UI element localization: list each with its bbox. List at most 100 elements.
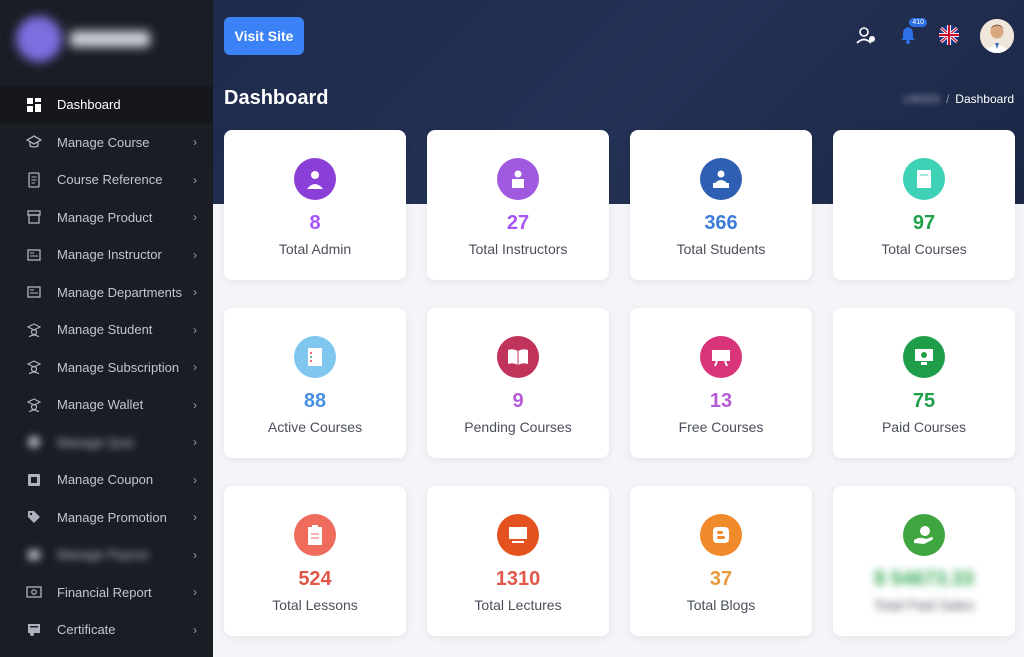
sidebar-item-manage-instructor[interactable]: Manage Instructor › <box>0 236 213 274</box>
sidebar-item-manage-course[interactable]: Manage Course › <box>0 124 213 162</box>
sidebar-item-label: Manage Payout <box>57 547 149 563</box>
wallet-icon <box>26 547 42 563</box>
sidebar-item-manage-payout[interactable]: Manage Payout › <box>0 536 213 574</box>
stat-card-total-admin[interactable]: 8 Total Admin <box>224 130 406 280</box>
stat-label: Total Courses <box>881 241 967 257</box>
stat-card-total-lectures[interactable]: 1310 Total Lectures <box>427 486 609 636</box>
chevron-right-icon: › <box>193 172 197 187</box>
uk-flag-icon[interactable] <box>936 22 962 48</box>
sidebar-item-dashboard[interactable]: Dashboard <box>0 86 213 124</box>
stat-value: 1310 <box>495 568 541 590</box>
stat-card-total-blogs[interactable]: 37 Total Blogs <box>630 486 812 636</box>
stat-label: Total Students <box>676 241 766 257</box>
stat-label: Total Lessons <box>272 597 358 613</box>
student-icon <box>26 397 42 413</box>
student-desk-icon <box>700 158 742 200</box>
sidebar-item-manage-promotion[interactable]: Manage Promotion › <box>0 499 213 537</box>
stat-card-total-instructors[interactable]: 27 Total Instructors <box>427 130 609 280</box>
sidebar-item-label: Manage Coupon <box>57 472 154 488</box>
student-icon <box>26 322 42 338</box>
box-icon <box>26 209 42 225</box>
stat-label: Total Paid Sales <box>873 597 975 613</box>
sidebar-item-manage-quiz[interactable]: Manage Quiz › <box>0 424 213 462</box>
chevron-right-icon: › <box>193 435 197 450</box>
stat-card-free-courses[interactable]: 13 Free Courses <box>630 308 812 458</box>
sidebar-item-label: Manage Wallet <box>57 397 144 413</box>
sidebar: Dashboard Manage Course › Course Referen… <box>0 0 213 657</box>
sidebar-item-label: Manage Product <box>57 209 153 225</box>
stat-card-total-students[interactable]: 366 Total Students <box>630 130 812 280</box>
chevron-right-icon: › <box>193 285 197 300</box>
chevron-right-icon: › <box>193 510 197 525</box>
board-icon <box>700 336 742 378</box>
student-icon <box>26 359 42 375</box>
book-icon <box>903 158 945 200</box>
stat-label: Pending Courses <box>464 419 572 435</box>
sidebar-item-label: Manage Course <box>57 134 150 150</box>
money-icon <box>26 584 42 600</box>
sidebar-item-manage-product[interactable]: Manage Product › <box>0 199 213 237</box>
sidebar-item-manage-subscription[interactable]: Manage Subscription › <box>0 349 213 387</box>
breadcrumb-parent[interactable]: LMSDI <box>903 92 940 106</box>
stat-card-total-paid-sales[interactable]: $ 54673.33 Total Paid Sales <box>833 486 1015 636</box>
screen-icon <box>497 514 539 556</box>
chevron-right-icon: › <box>193 472 197 487</box>
instructor-icon <box>497 158 539 200</box>
grid-icon <box>26 97 42 113</box>
stat-value: 8 <box>309 212 321 234</box>
chevron-right-icon: › <box>193 135 197 150</box>
sidebar-item-manage-student[interactable]: Manage Student › <box>0 311 213 349</box>
money-hand-icon <box>903 514 945 556</box>
stat-value: 13 <box>709 390 733 412</box>
stat-value: 9 <box>512 390 524 412</box>
stat-value: 524 <box>298 568 332 590</box>
user-settings-icon[interactable] <box>853 22 879 48</box>
stat-value: $ 54673.33 <box>873 568 975 590</box>
stat-card-total-lessons[interactable]: 524 Total Lessons <box>224 486 406 636</box>
coupon-icon <box>26 472 42 488</box>
chevron-right-icon: › <box>193 585 197 600</box>
id-card-icon <box>26 247 42 263</box>
graduation-icon <box>26 134 42 150</box>
chevron-right-icon: › <box>193 210 197 225</box>
visit-site-button[interactable]: Visit Site <box>224 17 304 55</box>
stat-card-active-courses[interactable]: 88 Active Courses <box>224 308 406 458</box>
breadcrumb-current: Dashboard <box>955 92 1014 106</box>
stat-card-total-courses[interactable]: 97 Total Courses <box>833 130 1015 280</box>
id-card-icon <box>26 284 42 300</box>
sidebar-item-label: Dashboard <box>57 97 121 113</box>
breadcrumb-separator: / <box>945 92 950 106</box>
stat-label: Free Courses <box>678 419 764 435</box>
sidebar-item-manage-departments[interactable]: Manage Departments › <box>0 274 213 312</box>
stat-value: 75 <box>912 390 936 412</box>
open-book-icon <box>497 336 539 378</box>
stat-label: Total Instructors <box>468 241 568 257</box>
sidebar-item-certificate[interactable]: Certificate › <box>0 611 213 649</box>
page-title: Dashboard <box>224 87 329 109</box>
sidebar-item-label: Financial Report <box>57 584 152 600</box>
bell-icon[interactable]: 410 <box>895 18 927 48</box>
sidebar-item-financial-report[interactable]: Financial Report › <box>0 574 213 612</box>
sidebar-item-label: Certificate <box>57 622 116 638</box>
logo[interactable] <box>16 14 156 64</box>
stat-label: Paid Courses <box>881 419 967 435</box>
stat-label: Total Blogs <box>686 597 756 613</box>
sidebar-item-label: Manage Instructor <box>57 247 162 263</box>
sidebar-item-manage-coupon[interactable]: Manage Coupon › <box>0 461 213 499</box>
logo-mark <box>16 16 62 62</box>
notification-badge: 410 <box>909 18 927 27</box>
sidebar-item-manage-wallet[interactable]: Manage Wallet › <box>0 386 213 424</box>
sidebar-item-label: Manage Quiz <box>57 434 135 450</box>
question-icon <box>26 434 42 450</box>
stat-value: 88 <box>303 390 327 412</box>
avatar[interactable] <box>980 19 1014 53</box>
certificate-icon <box>26 622 42 638</box>
stat-value: 37 <box>709 568 733 590</box>
monitor-icon <box>903 336 945 378</box>
stat-card-paid-courses[interactable]: 75 Paid Courses <box>833 308 1015 458</box>
sidebar-item-course-reference[interactable]: Course Reference › <box>0 161 213 199</box>
sidebar-item-label: Course Reference <box>57 172 163 188</box>
stat-value: 366 <box>704 212 738 234</box>
stat-label: Total Admin <box>278 241 352 257</box>
stat-card-pending-courses[interactable]: 9 Pending Courses <box>427 308 609 458</box>
